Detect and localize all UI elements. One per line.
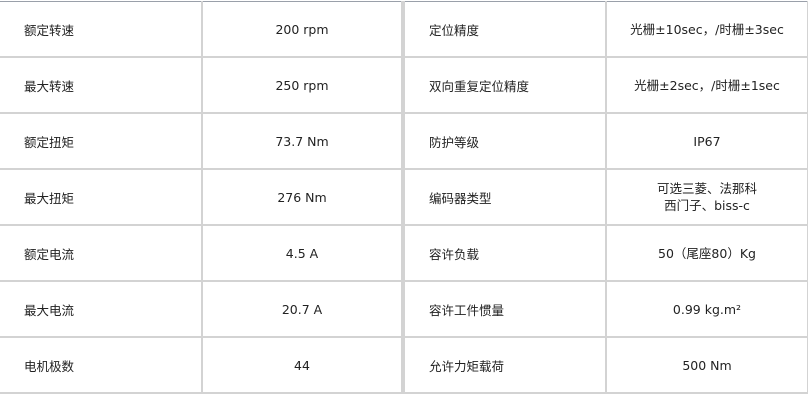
table-row: 最大扭矩 276 Nm (0, 168, 403, 226)
spec-label: 双向重复定位精度 (403, 56, 607, 114)
motor-spec-table: 额定转速 200 rpm 最大转速 250 rpm 额定扭矩 73.7 Nm 最大扭矩 276… (0, 1, 403, 394)
table-row: 允许力矩载荷 500 Nm (403, 336, 808, 394)
table-row: 额定扭矩 73.7 Nm (0, 112, 403, 170)
table-row: 额定转速 200 rpm (0, 1, 403, 58)
spec-value: 可选三菱、法那科 西门子、biss-c (605, 168, 808, 226)
precision-spec-table: 定位精度 光栅±10sec，/时栅±3sec 双向重复定位精度 光栅±2sec，/时栅… (403, 1, 808, 394)
spec-label: 额定扭矩 (0, 112, 203, 170)
table-row: 额定电流 4.5 A (0, 224, 403, 282)
spec-value: 20.7 A (201, 280, 403, 338)
table-row: 容许负载 50（尾座80）Kg (403, 224, 808, 282)
spec-value: 44 (201, 336, 403, 394)
spec-value: IP67 (605, 112, 808, 170)
table-row: 最大电流 20.7 A (0, 280, 403, 338)
spec-label: 最大电流 (0, 280, 203, 338)
table-row: 编码器类型 可选三菱、法那科 西门子、biss-c (403, 168, 808, 226)
spec-label: 额定转速 (0, 1, 203, 58)
spec-label: 允许力矩载荷 (403, 336, 607, 394)
spec-label: 最大转速 (0, 56, 203, 114)
spec-value: 276 Nm (201, 168, 403, 226)
table-row: 电机极数 44 (0, 336, 403, 394)
spec-value: 光栅±2sec，/时栅±1sec (605, 56, 808, 114)
spec-value: 200 rpm (201, 1, 403, 58)
spec-label: 编码器类型 (403, 168, 607, 226)
spec-value: 光栅±10sec，/时栅±3sec (605, 1, 808, 58)
spec-value: 250 rpm (201, 56, 403, 114)
spec-value: 500 Nm (605, 336, 808, 394)
spec-value: 73.7 Nm (201, 112, 403, 170)
table-row: 最大转速 250 rpm (0, 56, 403, 114)
spec-label: 防护等级 (403, 112, 607, 170)
spec-value-line: 可选三菱、法那科 (656, 181, 757, 196)
spec-label: 定位精度 (403, 1, 607, 58)
table-row: 防护等级 IP67 (403, 112, 808, 170)
table-row: 容许工件惯量 0.99 kg.m² (403, 280, 808, 338)
spec-label: 容许工件惯量 (403, 280, 607, 338)
spec-value: 0.99 kg.m² (605, 280, 808, 338)
table-row: 双向重复定位精度 光栅±2sec，/时栅±1sec (403, 56, 808, 114)
spec-label: 最大扭矩 (0, 168, 203, 226)
spec-tables: 额定转速 200 rpm 最大转速 250 rpm 额定扭矩 73.7 Nm 最大扭矩 276… (0, 1, 808, 394)
spec-value: 50（尾座80）Kg (605, 224, 808, 282)
spec-label: 电机极数 (0, 336, 203, 394)
table-row: 定位精度 光栅±10sec，/时栅±3sec (403, 1, 808, 58)
spec-label: 额定电流 (0, 224, 203, 282)
spec-value: 4.5 A (201, 224, 403, 282)
spec-value-line: 西门子、biss-c (664, 198, 750, 213)
spec-label: 容许负载 (403, 224, 607, 282)
